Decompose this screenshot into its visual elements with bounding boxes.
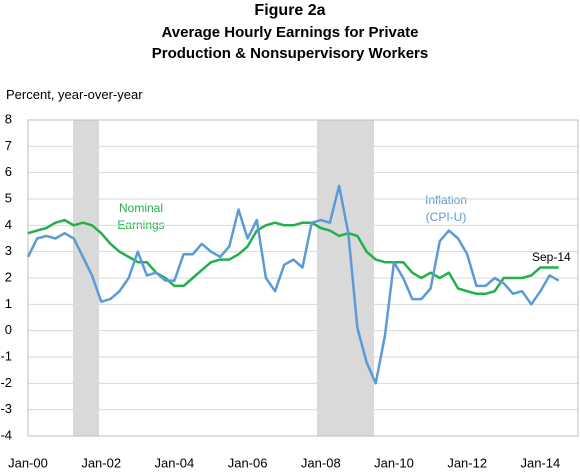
chart-subtitle: Average Hourly Earnings for Private Prod… — [151, 24, 429, 62]
y-tick-label: 7 — [5, 138, 12, 153]
series-label: Inflation (CPI-U) — [424, 193, 468, 224]
x-tick-label: Jan-02 — [81, 455, 121, 470]
y-axis-label: Percent, year-over-year — [6, 87, 143, 102]
y-tick-label: 4 — [5, 217, 12, 232]
y-tick-label: 6 — [5, 164, 12, 179]
annotation: Sep-14 — [532, 250, 571, 264]
chart-title: Figure 2a — [254, 2, 326, 19]
series-line — [27, 218, 559, 296]
x-tick-label: Jan-10 — [374, 455, 414, 470]
series-line — [26, 184, 560, 385]
x-tick-label: Jan-08 — [301, 455, 341, 470]
x-tick-label: Jan-12 — [447, 455, 487, 470]
y-tick-label: 0 — [5, 322, 12, 337]
y-tick-label: 3 — [5, 243, 12, 258]
y-tick-label: 1 — [5, 296, 12, 311]
y-tick-label: -3 — [0, 401, 12, 416]
y-tick-label: 2 — [5, 269, 12, 284]
x-tick-label: Jan-06 — [228, 455, 268, 470]
x-tick-label: Jan-00 — [8, 455, 48, 470]
x-tick-label: Jan-04 — [155, 455, 195, 470]
x-tick-label: Jan-14 — [521, 455, 561, 470]
y-tick-label: 8 — [5, 111, 12, 126]
y-tick-label: -1 — [0, 348, 12, 363]
plot-frame — [27, 119, 579, 437]
y-tick-label: -2 — [0, 375, 12, 390]
y-tick-label: 5 — [5, 190, 12, 205]
y-tick-label: -4 — [0, 427, 12, 442]
